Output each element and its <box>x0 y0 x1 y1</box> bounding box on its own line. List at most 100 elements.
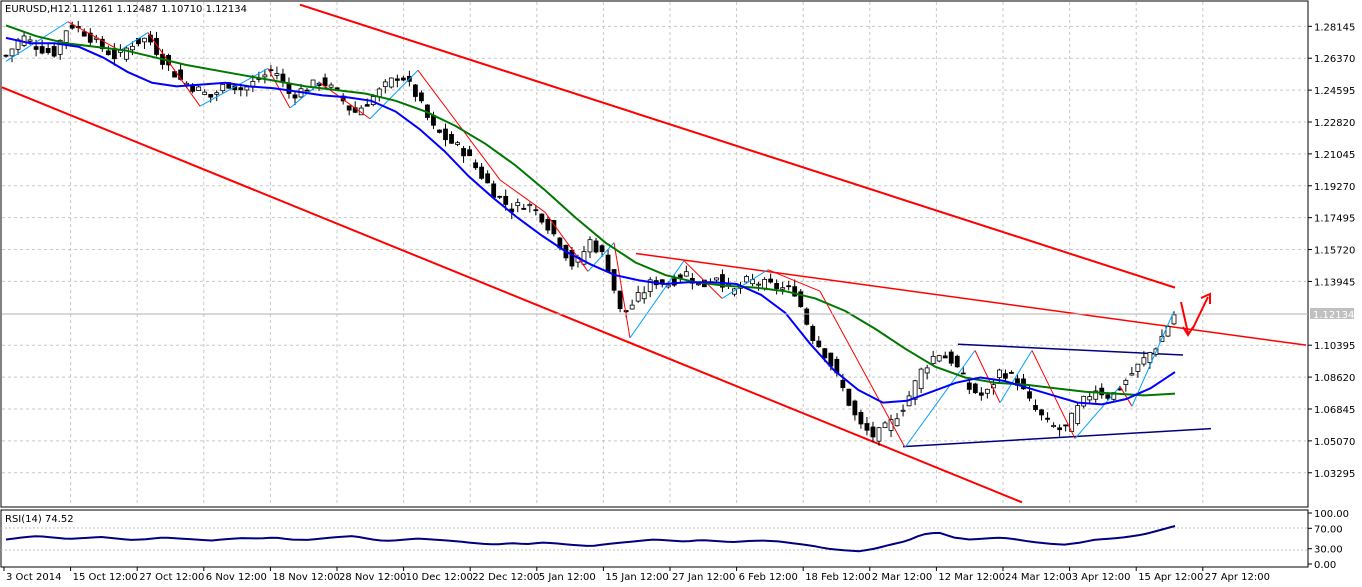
candle-body <box>220 83 226 92</box>
candle-body <box>647 279 653 292</box>
candle-body <box>810 325 816 341</box>
price-tick-label: 1.24595 <box>1314 86 1355 97</box>
time-tick-label: 2 Mar 12:00 <box>872 572 932 583</box>
zigzag-segment <box>587 242 615 272</box>
candle-body <box>960 372 966 375</box>
candle-body <box>545 219 551 231</box>
rsi-axis: 100.00 70.00 30.00 0.00 <box>1308 509 1349 571</box>
price-axis: 1.28145 1.26370 1.24595 1.22820 1.21045 1.192… <box>1308 22 1355 480</box>
time-tick-label: 3 Apr 12:00 <box>1072 572 1131 583</box>
candle-body <box>57 39 63 55</box>
candle-body <box>720 274 725 288</box>
candle-body <box>1045 417 1050 420</box>
candle-body <box>202 91 208 95</box>
zigzag-segment <box>5 21 69 62</box>
zigzag-segment <box>613 242 631 339</box>
grid <box>2 2 1306 505</box>
candle-body <box>1093 390 1099 400</box>
candle-body <box>413 84 418 97</box>
candle-body <box>840 379 846 388</box>
candle-body <box>322 77 328 87</box>
candle-body <box>587 239 593 253</box>
candle-body <box>780 287 786 290</box>
candle-body <box>954 355 960 368</box>
resistance-line <box>635 252 1307 346</box>
main-panel-frame <box>0 0 1309 508</box>
candle-body <box>593 240 599 253</box>
candle-body <box>382 81 388 88</box>
candle-body <box>786 285 792 288</box>
zigzag-segment <box>904 350 976 448</box>
candle-body <box>816 340 822 348</box>
candle-body <box>196 86 202 91</box>
candle-body <box>581 251 587 265</box>
candle-body <box>966 382 972 390</box>
time-tick-label: 3 Oct 2014 <box>6 572 61 583</box>
ma-fast-line <box>5 36 1176 406</box>
candle-body <box>334 87 340 90</box>
candle-body <box>274 73 280 76</box>
candle-body <box>635 292 641 302</box>
ohlc-label: 1.11261 1.12487 1.10710 1.12134 <box>72 4 247 15</box>
rsi-panel-frame <box>0 509 1309 568</box>
zigzag-segment <box>199 68 269 107</box>
pattern-top-line <box>957 343 1184 356</box>
zigzag-segment <box>629 260 685 339</box>
candle-body <box>111 48 117 60</box>
candle-body <box>238 87 244 91</box>
candle-body <box>142 37 147 43</box>
price-tick-label: 1.21045 <box>1314 150 1355 161</box>
candle-body <box>978 392 984 396</box>
candle-body <box>876 427 882 442</box>
candle-body <box>262 74 268 78</box>
candle-body <box>870 426 876 438</box>
candle-body <box>683 271 689 277</box>
candle-body <box>69 24 75 29</box>
candle-body <box>1129 373 1135 376</box>
zigzag-segment <box>721 269 769 299</box>
candle-body <box>473 162 479 169</box>
candle-body <box>304 89 310 92</box>
candle-body <box>846 388 852 406</box>
price-tick-label: 1.10395 <box>1314 341 1355 352</box>
candle-body <box>936 355 942 362</box>
candle-body <box>744 276 749 283</box>
candle-body <box>912 380 918 400</box>
symbol-label: EURUSD,H12 <box>5 4 70 15</box>
zigzag-segment <box>683 260 723 299</box>
candle-body <box>388 77 394 88</box>
candle-body <box>1123 380 1129 386</box>
candle-body <box>972 383 978 394</box>
time-tick-label: 24 Mar 12:00 <box>1005 572 1072 583</box>
zigzag-segment <box>119 32 149 51</box>
time-tick-label: 12 Mar 12:00 <box>938 572 1005 583</box>
rsi-tick-label: 100.00 <box>1314 509 1349 520</box>
candle-body <box>569 249 575 267</box>
candle-body <box>864 423 870 431</box>
time-tick-label: 22 Dec 12:00 <box>472 572 539 583</box>
candle-body <box>437 129 442 133</box>
candle-body <box>455 142 460 145</box>
candle-body <box>467 149 472 157</box>
candle-body <box>1039 409 1044 416</box>
candle-body <box>695 283 701 286</box>
zigzag-segment <box>819 290 906 448</box>
candle-body <box>346 105 352 111</box>
price-tick-label: 1.15720 <box>1314 246 1355 257</box>
candle-body <box>1135 363 1141 372</box>
candle-body <box>533 209 539 212</box>
zigzag-segment <box>499 179 546 213</box>
ma-slow-line <box>5 24 1176 397</box>
candle-body <box>1165 326 1171 337</box>
candle-body <box>1099 387 1105 396</box>
zigzag-segment <box>1131 310 1175 407</box>
candle-body <box>521 207 527 210</box>
candle-body <box>485 173 491 184</box>
time-tick-label: 15 Oct 12:00 <box>73 572 138 583</box>
candle-body <box>804 308 810 325</box>
rsi-tick-label: 0.00 <box>1314 560 1336 571</box>
candle-body <box>1081 395 1087 407</box>
candle-body <box>33 46 39 50</box>
candle-body <box>400 77 406 81</box>
